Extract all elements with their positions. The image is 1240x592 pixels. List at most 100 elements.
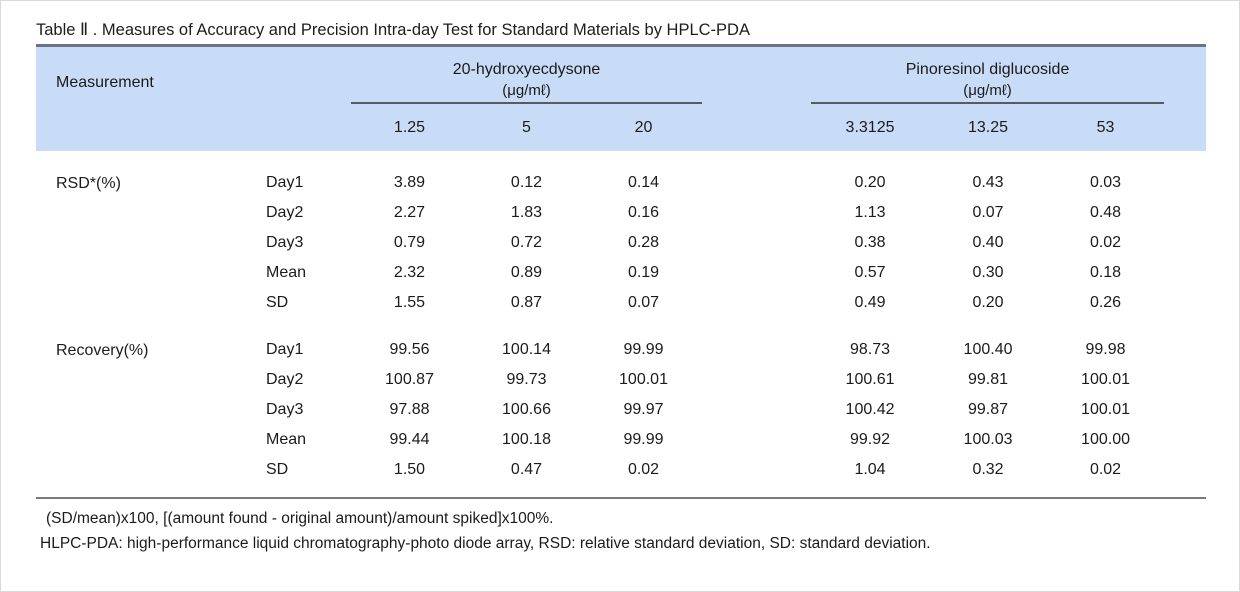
value-cell: 0.30 bbox=[972, 264, 1004, 281]
value-cell: 100.01 bbox=[619, 371, 668, 388]
day-label: SD bbox=[266, 294, 289, 311]
footnote-line-1: (SD/mean)x100, [(amount found - original… bbox=[46, 510, 554, 527]
section-label-rsd: RSD*(%) bbox=[56, 175, 121, 192]
value-cell: 100.00 bbox=[1081, 431, 1130, 448]
footnotes: (SD/mean)x100, [(amount found - original… bbox=[36, 499, 1204, 556]
value-cell: 0.28 bbox=[627, 234, 660, 251]
value-cell: 0.87 bbox=[510, 294, 543, 311]
value-cell: 0.02 bbox=[1089, 234, 1122, 251]
value-cell: 0.20 bbox=[972, 294, 1004, 311]
value-cell: 0.03 bbox=[1089, 174, 1122, 191]
day-label: Mean bbox=[266, 264, 307, 281]
conc-cell: 20 bbox=[634, 118, 653, 136]
value-cell: 0.47 bbox=[510, 461, 543, 478]
conc-cell: 5 bbox=[522, 118, 531, 136]
table-row: Day2 100.87 99.73 100.01 100.61 99.81 10… bbox=[36, 365, 1206, 395]
value-cell: 0.26 bbox=[1089, 294, 1122, 311]
value-cell: 98.73 bbox=[849, 341, 891, 358]
measures-table: Measurement 20-hydroxyecdysone (μg/mℓ) P… bbox=[36, 44, 1207, 499]
value-cell: 100.42 bbox=[845, 401, 895, 418]
day-label: Day2 bbox=[266, 204, 304, 221]
value-cell: 99.97 bbox=[623, 401, 664, 418]
group2-header: Pinoresinol diglucoside (μg/mℓ) bbox=[811, 45, 1165, 104]
group2-name: Pinoresinol diglucoside bbox=[905, 61, 1070, 78]
group1-header: 20-hydroxyecdysone (μg/mℓ) bbox=[351, 45, 703, 104]
value-cell: 0.20 bbox=[854, 174, 886, 191]
group1-unit: (μg/mℓ) bbox=[502, 82, 551, 99]
value-cell: 100.03 bbox=[963, 431, 1013, 448]
value-cell: 99.98 bbox=[1085, 341, 1126, 358]
group-header-row: Measurement 20-hydroxyecdysone (μg/mℓ) P… bbox=[36, 45, 1206, 104]
table-row: Day2 2.27 1.83 0.16 1.13 0.07 0.48 bbox=[36, 198, 1206, 228]
value-cell: 0.48 bbox=[1089, 204, 1122, 221]
value-cell: 99.92 bbox=[849, 431, 891, 448]
conc-cell: 3.3125 bbox=[845, 118, 895, 136]
value-cell: 0.14 bbox=[627, 174, 660, 191]
value-cell: 0.57 bbox=[854, 264, 886, 281]
group2-unit: (μg/mℓ) bbox=[963, 82, 1012, 99]
group1-name: 20-hydroxyecdysone bbox=[452, 61, 601, 78]
conc-cell: 53 bbox=[1096, 118, 1115, 136]
day-label: Day1 bbox=[266, 174, 304, 191]
table-row: SD 1.50 0.47 0.02 1.04 0.32 0.02 bbox=[36, 455, 1206, 485]
table-row: SD 1.55 0.87 0.07 0.49 0.20 0.26 bbox=[36, 288, 1206, 318]
measurement-header: Measurement bbox=[56, 74, 154, 91]
value-cell: 99.99 bbox=[623, 431, 664, 448]
value-cell: 99.44 bbox=[389, 431, 430, 448]
page: Table Ⅱ . Measures of Accuracy and Preci… bbox=[1, 1, 1239, 556]
table-row: Recovery(%) Day1 99.56 100.14 99.99 98.7… bbox=[36, 335, 1206, 365]
value-cell: 99.56 bbox=[389, 341, 430, 358]
value-cell: 100.01 bbox=[1081, 371, 1130, 388]
header-tail bbox=[1164, 46, 1206, 152]
value-cell: 100.61 bbox=[845, 371, 895, 388]
day-label: Day1 bbox=[266, 341, 304, 358]
section-label-recovery: Recovery(%) bbox=[56, 342, 149, 359]
value-cell: 99.73 bbox=[506, 371, 547, 388]
value-cell: 1.50 bbox=[393, 461, 426, 478]
value-cell: 0.43 bbox=[972, 174, 1004, 191]
value-cell: 2.32 bbox=[393, 264, 426, 281]
footnote-line-2: HLPC-PDA: high-performance liquid chroma… bbox=[40, 535, 931, 552]
value-cell: 0.32 bbox=[972, 461, 1004, 478]
value-cell: 0.49 bbox=[854, 294, 886, 311]
day-label: Day3 bbox=[266, 234, 304, 251]
value-cell: 100.66 bbox=[502, 401, 551, 418]
table-row: RSD*(%) Day1 3.89 0.12 0.14 0.20 0.43 0.… bbox=[36, 168, 1206, 198]
value-cell: 1.55 bbox=[393, 294, 426, 311]
value-cell: 2.27 bbox=[393, 204, 426, 221]
day-label: Day2 bbox=[266, 371, 304, 388]
value-cell: 0.02 bbox=[627, 461, 660, 478]
value-cell: 1.83 bbox=[510, 204, 543, 221]
value-cell: 0.89 bbox=[510, 264, 543, 281]
page-title: Table Ⅱ . Measures of Accuracy and Preci… bbox=[36, 21, 750, 39]
value-cell: 100.18 bbox=[502, 431, 551, 448]
day-column-header bbox=[231, 46, 351, 152]
spacer-row bbox=[36, 151, 1206, 168]
table-row: Day3 0.79 0.72 0.28 0.38 0.40 0.02 bbox=[36, 228, 1206, 258]
spacer-row bbox=[36, 318, 1206, 335]
value-cell: 0.40 bbox=[972, 234, 1004, 251]
day-label: Day3 bbox=[266, 401, 304, 418]
conc-cell: 13.25 bbox=[967, 118, 1009, 136]
value-cell: 3.89 bbox=[393, 174, 426, 191]
table-body: RSD*(%) Day1 3.89 0.12 0.14 0.20 0.43 0.… bbox=[36, 151, 1206, 498]
value-cell: 1.13 bbox=[854, 204, 886, 221]
table-row: Day3 97.88 100.66 99.97 100.42 99.87 100… bbox=[36, 395, 1206, 425]
conc-cell: 1.25 bbox=[393, 118, 426, 136]
concentration-row: 1.25 5 20 3.3125 13.25 53 bbox=[36, 103, 1206, 151]
value-cell: 0.19 bbox=[627, 264, 660, 281]
table-row: Mean 2.32 0.89 0.19 0.57 0.30 0.18 bbox=[36, 258, 1206, 288]
value-cell: 0.72 bbox=[510, 234, 543, 251]
value-cell: 0.12 bbox=[510, 174, 543, 191]
day-label: SD bbox=[266, 461, 289, 478]
value-cell: 0.07 bbox=[972, 204, 1004, 221]
value-cell: 0.02 bbox=[1089, 461, 1122, 478]
spacer-row bbox=[36, 485, 1206, 498]
table-row: Mean 99.44 100.18 99.99 99.92 100.03 100… bbox=[36, 425, 1206, 455]
value-cell: 97.88 bbox=[389, 401, 430, 418]
value-cell: 0.18 bbox=[1089, 264, 1122, 281]
value-cell: 100.14 bbox=[502, 341, 551, 358]
value-cell: 1.04 bbox=[854, 461, 886, 478]
value-cell: 100.01 bbox=[1081, 401, 1130, 418]
value-cell: 99.81 bbox=[967, 371, 1009, 388]
